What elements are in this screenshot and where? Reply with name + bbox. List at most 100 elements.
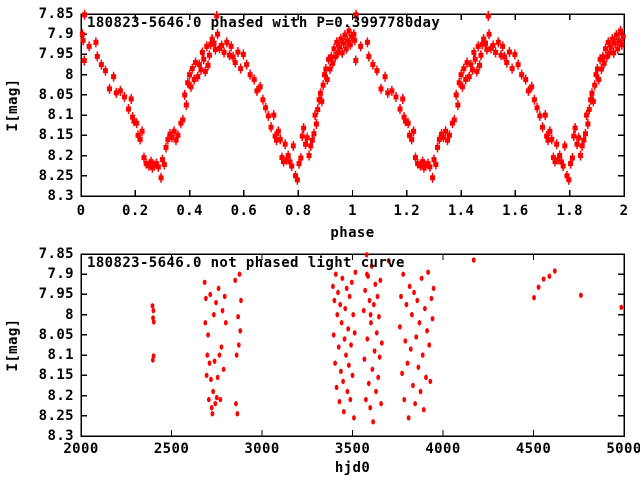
data-point	[416, 364, 421, 370]
data-point	[244, 62, 250, 68]
data-point	[335, 311, 340, 318]
data-point	[323, 66, 329, 72]
data-point	[217, 352, 222, 358]
data-point	[93, 39, 99, 45]
data-point	[320, 82, 326, 88]
y-tick-label: 7.9	[47, 26, 74, 43]
data-point	[346, 28, 352, 34]
data-point	[615, 46, 621, 52]
data-point	[348, 396, 353, 403]
data-point	[215, 374, 220, 381]
data-point	[367, 297, 372, 304]
data-point	[349, 34, 355, 40]
data-point	[273, 137, 279, 143]
data-point	[420, 159, 426, 165]
data-point	[617, 28, 623, 34]
data-point	[477, 62, 483, 68]
data-point	[540, 124, 546, 130]
data-point	[237, 271, 242, 277]
data-point	[215, 31, 221, 37]
data-point	[141, 155, 147, 161]
y-tick-label: 8.1	[47, 347, 74, 364]
data-point	[216, 285, 221, 292]
data-point	[596, 77, 602, 83]
data-point	[332, 297, 337, 304]
data-point	[235, 49, 241, 55]
data-point	[368, 311, 373, 318]
data-point	[579, 143, 585, 149]
data-point	[386, 258, 391, 264]
data-point	[193, 60, 199, 66]
y-tick-label: 7.95	[38, 46, 74, 63]
data-point	[414, 334, 419, 340]
data-point	[212, 358, 217, 364]
data-point	[418, 388, 423, 395]
data-point	[336, 344, 341, 350]
data-point	[332, 54, 338, 60]
data-point	[486, 31, 492, 37]
data-point	[611, 50, 617, 56]
data-point	[151, 315, 155, 321]
data-point	[408, 346, 413, 352]
data-point	[598, 66, 604, 72]
data-point	[216, 45, 222, 51]
data-point	[373, 281, 378, 288]
plot1-title: 180823-5646.0 phased with P=0.3997780day	[87, 15, 441, 31]
data-point	[204, 43, 210, 49]
data-point	[619, 304, 624, 311]
x-tick-label: 4000	[425, 441, 461, 457]
data-point	[366, 53, 372, 59]
data-point	[589, 90, 595, 96]
data-point	[604, 54, 610, 60]
data-point	[334, 39, 340, 45]
data-point	[371, 301, 376, 308]
data-point	[236, 342, 241, 348]
data-point	[366, 380, 371, 387]
data-point	[478, 52, 484, 58]
data-point	[424, 374, 428, 381]
data-point	[378, 277, 383, 283]
data-point	[234, 400, 238, 407]
data-point	[353, 269, 358, 275]
data-point	[230, 54, 236, 60]
data-point	[257, 84, 263, 90]
y-tick-label: 8	[65, 66, 74, 83]
data-point	[365, 271, 369, 277]
data-point	[150, 357, 155, 363]
data-point	[612, 40, 618, 46]
data-point	[523, 77, 529, 83]
data-point	[397, 106, 403, 112]
data-point	[219, 344, 224, 350]
data-point	[415, 297, 420, 304]
data-point	[146, 163, 152, 169]
data-point	[597, 56, 603, 62]
data-point	[313, 121, 319, 127]
data-point	[344, 285, 349, 292]
data-point	[169, 134, 175, 140]
data-point	[412, 155, 418, 161]
data-point	[339, 368, 343, 374]
data-point	[498, 52, 504, 58]
data-point	[409, 136, 415, 142]
data-point	[199, 49, 205, 55]
x-tick-label: 1.2	[393, 203, 421, 219]
data-point	[346, 362, 351, 368]
data-point	[605, 39, 611, 45]
data-point	[351, 311, 356, 318]
data-point	[592, 82, 598, 88]
data-point	[223, 320, 228, 326]
data-point	[204, 372, 209, 379]
data-point	[331, 46, 337, 52]
data-point	[362, 356, 367, 362]
data-point	[464, 60, 470, 66]
x-tick-label: 5000	[606, 441, 640, 457]
data-point	[579, 292, 583, 298]
data-point	[271, 112, 277, 118]
data-point	[374, 388, 378, 395]
data-point	[312, 112, 318, 118]
data-point	[289, 163, 295, 169]
data-point	[134, 120, 140, 126]
data-point	[143, 161, 149, 167]
data-point	[544, 133, 550, 139]
x-tick-label: 1.8	[556, 203, 583, 219]
